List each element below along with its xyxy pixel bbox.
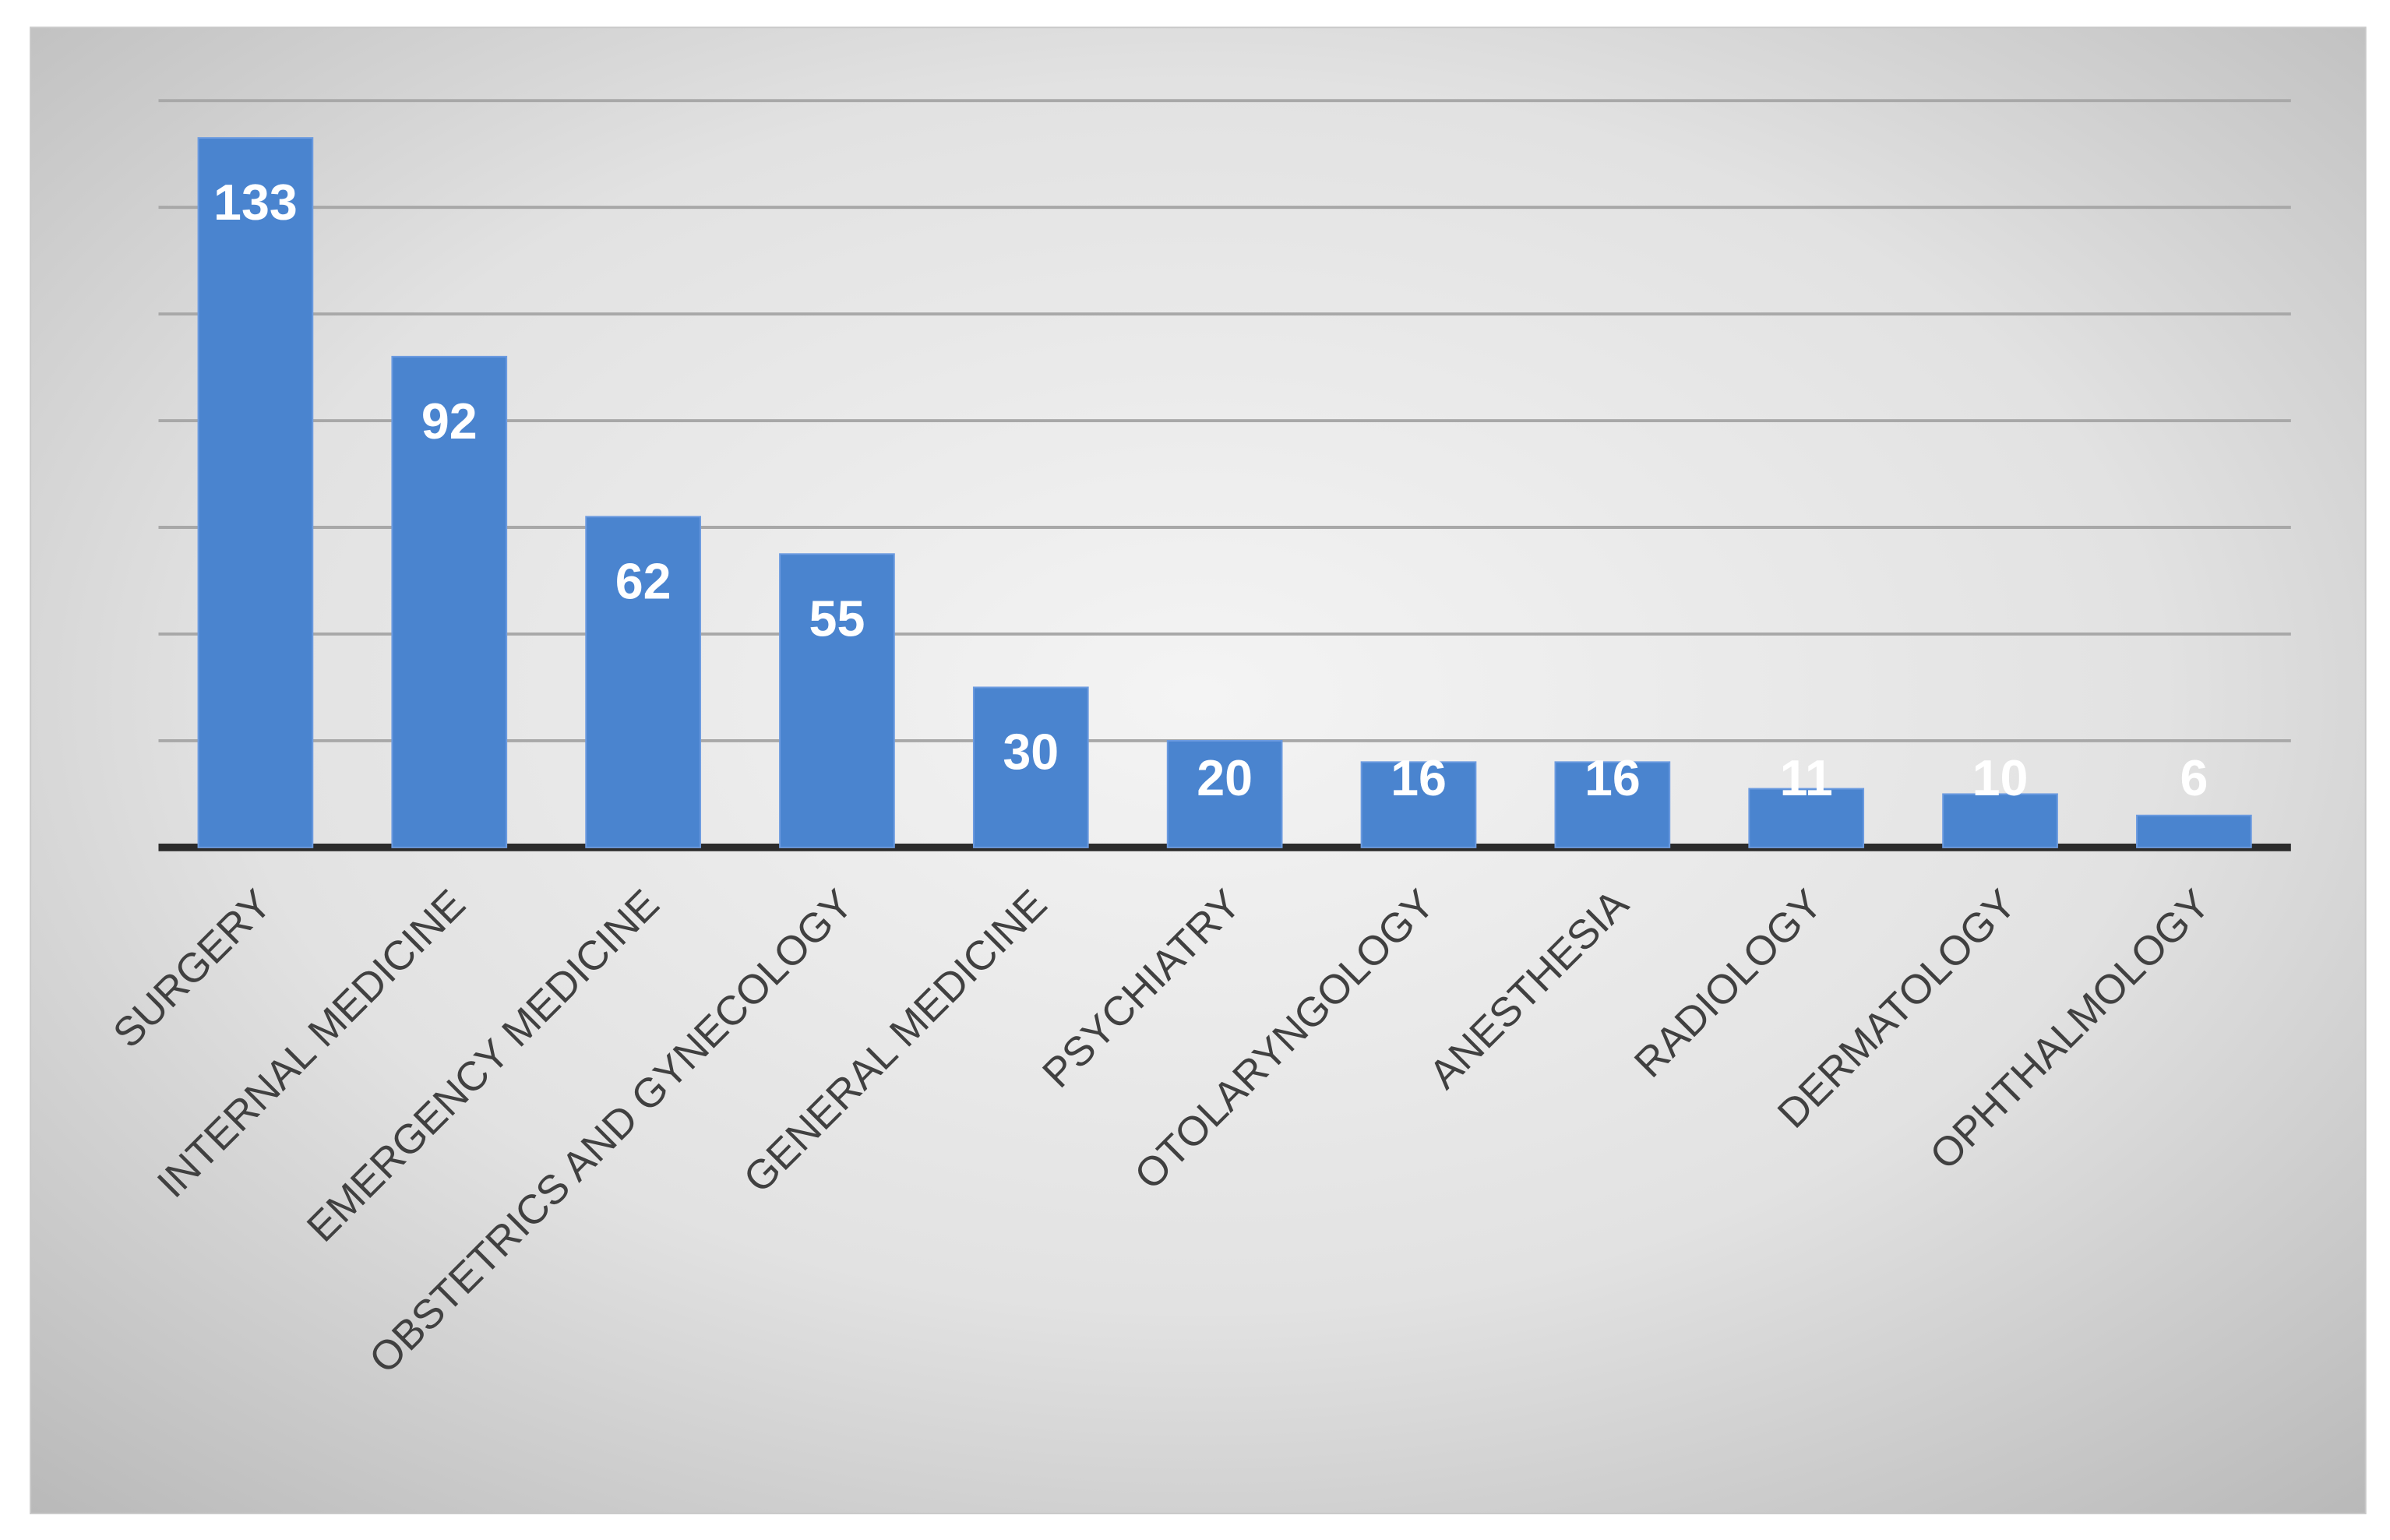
data-label: 10 (1972, 750, 2029, 806)
bars (197, 137, 2252, 848)
data-label: 16 (1585, 750, 1641, 806)
data-label: 11 (1780, 750, 1833, 806)
bar (391, 355, 508, 848)
bar (972, 686, 1089, 848)
bar (197, 137, 314, 848)
bar (779, 553, 895, 848)
data-label: 92 (421, 393, 478, 449)
bar (1748, 788, 1865, 848)
bar (1554, 761, 1671, 848)
bar (1166, 739, 1283, 848)
data-label: 62 (615, 553, 672, 609)
data-label: 133 (213, 174, 298, 231)
bar (2136, 814, 2252, 848)
data-label: 16 (1391, 750, 1447, 806)
data-label: 6 (2180, 750, 2208, 806)
bar (1360, 761, 1477, 848)
data-label: 30 (1003, 724, 1059, 781)
data-label: 20 (1197, 750, 1253, 806)
data-label: 55 (809, 590, 865, 647)
bar (585, 516, 701, 848)
bar (1942, 793, 2058, 848)
